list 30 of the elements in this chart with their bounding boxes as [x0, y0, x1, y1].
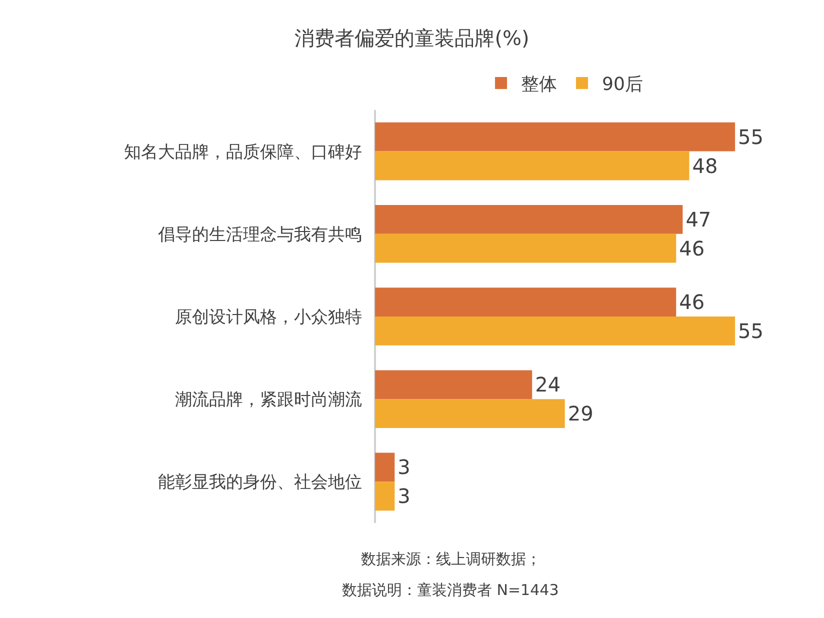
- y-tick-label: 能彰显我的身份、社会地位: [158, 472, 362, 493]
- legend-label: 90后: [602, 74, 643, 95]
- data-label: 29: [568, 402, 594, 426]
- data-label: 24: [535, 372, 561, 397]
- data-label: 3: [398, 455, 410, 480]
- bar: [375, 399, 565, 428]
- legend-label: 整体: [521, 74, 557, 95]
- bar: [375, 204, 683, 234]
- bar: [375, 482, 395, 511]
- bar: [375, 370, 532, 400]
- data-label: 55: [738, 124, 764, 149]
- data-label: 47: [686, 207, 712, 232]
- data-label: 46: [679, 236, 705, 260]
- bar: [375, 316, 736, 346]
- bar: [375, 122, 736, 152]
- y-tick-label: 原创设计风格，小众独特: [175, 307, 362, 328]
- y-tick-label: 潮流品牌，紧跟时尚潮流: [175, 390, 362, 410]
- data-label: 3: [398, 484, 410, 508]
- data-label: 55: [738, 318, 764, 343]
- chart-title: 消费者偏爱的童装品牌(%): [294, 26, 530, 50]
- bar: [375, 452, 395, 482]
- data-label: 46: [679, 290, 705, 314]
- bar: [375, 288, 676, 316]
- bar: [375, 151, 690, 180]
- y-tick-label: 知名大品牌，品质保障、口碑好: [124, 142, 362, 162]
- text: 数据说明：童装消费者 N=1443: [342, 581, 559, 599]
- source-note: 数据来源：线上调研数据；: [361, 550, 541, 568]
- y-tick-label: 倡导的生活理念与我有共鸣: [157, 224, 362, 245]
- bar: [375, 234, 676, 263]
- data-label: 48: [692, 154, 718, 178]
